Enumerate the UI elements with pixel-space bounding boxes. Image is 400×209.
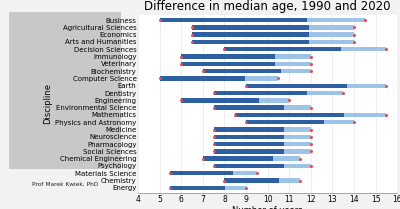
Bar — [160, 76, 245, 81]
Bar — [192, 40, 309, 44]
Bar — [214, 149, 284, 154]
X-axis label: Number of years: Number of years — [232, 206, 303, 209]
Bar — [214, 142, 311, 146]
Bar — [203, 157, 273, 161]
Bar — [181, 62, 311, 66]
Bar — [214, 91, 343, 95]
Bar — [203, 69, 311, 73]
Bar — [246, 120, 354, 124]
Bar — [214, 135, 284, 139]
Bar — [214, 105, 311, 110]
Bar — [224, 47, 341, 51]
Bar — [203, 69, 280, 73]
Bar — [160, 76, 278, 81]
Bar — [246, 84, 386, 88]
Bar — [181, 54, 274, 59]
Bar — [170, 186, 225, 190]
Bar — [192, 40, 354, 44]
Bar — [160, 18, 365, 22]
Bar — [214, 135, 311, 139]
Bar — [170, 186, 246, 190]
Bar — [214, 127, 284, 132]
Bar — [235, 113, 344, 117]
Bar — [181, 62, 274, 66]
Bar — [170, 171, 233, 176]
Bar — [181, 54, 311, 59]
Bar — [214, 142, 284, 146]
Bar — [160, 18, 307, 22]
Bar — [181, 98, 259, 103]
Bar — [192, 25, 309, 30]
Bar — [224, 178, 279, 183]
Title: Difference in median age, 1990 and 2020: Difference in median age, 1990 and 2020 — [144, 0, 391, 13]
Text: Prof Marek Kwiek, PhD: Prof Marek Kwiek, PhD — [32, 182, 98, 187]
FancyBboxPatch shape — [9, 12, 121, 169]
Bar — [203, 157, 300, 161]
Bar — [214, 105, 284, 110]
Bar — [246, 120, 324, 124]
Bar — [181, 98, 289, 103]
Bar — [214, 164, 284, 168]
Bar — [224, 47, 386, 51]
Bar — [192, 33, 309, 37]
Bar — [246, 84, 347, 88]
Y-axis label: Discipline: Discipline — [44, 83, 52, 125]
Bar — [224, 178, 300, 183]
Bar — [235, 113, 386, 117]
Bar — [214, 91, 307, 95]
Bar — [192, 33, 354, 37]
Bar — [214, 164, 311, 168]
Bar — [192, 25, 354, 30]
Bar — [214, 127, 311, 132]
Bar — [214, 149, 311, 154]
Bar — [170, 171, 257, 176]
